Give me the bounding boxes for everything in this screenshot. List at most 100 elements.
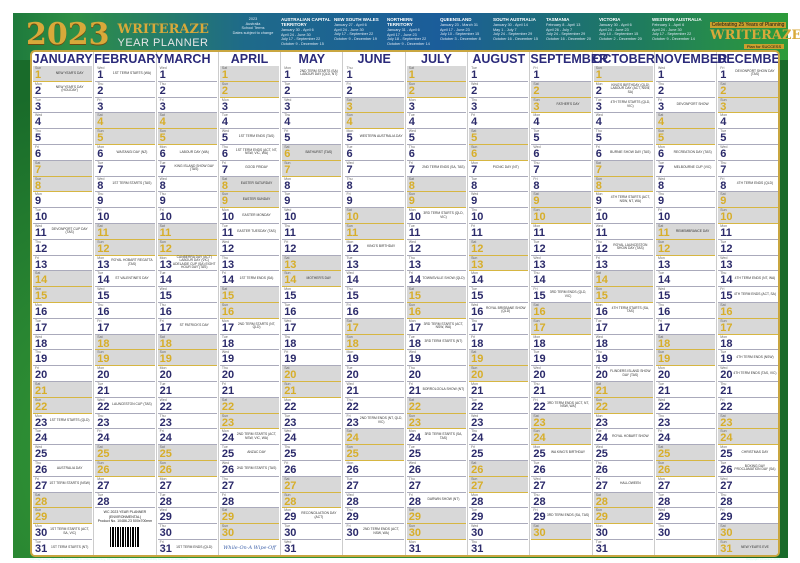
day-cell[interactable]: Sat 26	[469, 461, 529, 477]
day-cell[interactable]: Mon 17 3RD TERM STARTS (ACT, NSW, WA)	[406, 318, 467, 335]
day-cell[interactable]: Mon 4	[718, 113, 778, 130]
day-cell[interactable]: Wed 11	[593, 224, 653, 240]
day-cell[interactable]: Sun 30	[219, 524, 280, 540]
day-cell[interactable]: Tue 24	[33, 429, 93, 446]
day-cell[interactable]: Wed 4	[593, 113, 653, 130]
day-cell[interactable]: Fri 17 ST PATRICK'S DAY	[157, 318, 217, 335]
day-cell[interactable]: Wed 25	[593, 445, 653, 461]
day-cell[interactable]: Wed 5	[406, 129, 467, 145]
day-cell[interactable]: Fri 28 DARWIN SHOW (NT)	[406, 492, 467, 509]
day-cell[interactable]: Sun 5	[157, 129, 217, 145]
day-cell[interactable]: Sat 23	[718, 413, 778, 430]
day-cell[interactable]: Thu 3	[469, 97, 529, 114]
day-cell[interactable]: Thu 19	[33, 350, 93, 367]
day-cell[interactable]: Sun 22	[33, 397, 93, 414]
day-cell[interactable]: Tue 13	[344, 255, 404, 272]
day-cell[interactable]: Thu 14	[531, 271, 591, 288]
day-cell[interactable]: Thu 17	[469, 318, 529, 335]
day-cell[interactable]: Mon 24 2ND TERM STARTS (ACT, NSW, VIC, W…	[219, 429, 280, 446]
day-cell[interactable]: Mon 13 ROYAL HOBART REGATTA (TAS)	[95, 255, 155, 272]
day-cell[interactable]: Tue 23	[282, 413, 342, 430]
day-cell[interactable]: Thu 23	[95, 413, 155, 430]
day-cell[interactable]: Sat 18	[656, 334, 716, 351]
day-cell[interactable]: Thu 2	[157, 81, 217, 98]
day-cell[interactable]: Fri 10	[95, 208, 155, 224]
day-cell[interactable]: Wed 1	[656, 66, 716, 82]
day-cell[interactable]: Sat 16	[718, 303, 778, 319]
day-cell[interactable]: Sun 9	[406, 192, 467, 209]
day-cell[interactable]: Sun 26	[95, 461, 155, 477]
day-cell[interactable]: Thu 2	[95, 81, 155, 98]
day-cell[interactable]: Thu 21	[718, 382, 778, 398]
day-cell[interactable]: Tue 18 3RD TERM STARTS (NT)	[406, 334, 467, 351]
day-cell[interactable]: Tue 15	[469, 287, 529, 303]
day-cell[interactable]: Fri 10	[656, 208, 716, 224]
day-cell[interactable]: Mon 4	[531, 113, 591, 130]
day-cell[interactable]: Mon 10 EASTER MONDAY	[219, 208, 280, 224]
day-cell[interactable]: Sat 21	[593, 382, 653, 398]
day-cell[interactable]: Tue 31	[593, 540, 653, 555]
day-cell[interactable]: Wed 28	[344, 492, 404, 509]
day-cell[interactable]: Mon 27	[157, 476, 217, 493]
day-cell[interactable]: Fri 14 1ST TERM ENDS (SA)	[219, 271, 280, 288]
day-cell[interactable]: Wed 29	[157, 508, 217, 525]
day-cell[interactable]: Wed 15	[157, 287, 217, 303]
day-cell[interactable]: Fri 1 DEVONPORT SHOW DAY (TAS)	[718, 66, 778, 82]
day-cell[interactable]: Wed 18	[33, 334, 93, 351]
day-cell[interactable]: Sat 30	[718, 524, 778, 540]
day-cell[interactable]: Mon 25 WA KING'S BIRTHDAY	[531, 445, 591, 461]
day-cell[interactable]: Tue 10	[593, 208, 653, 224]
day-cell[interactable]: Thu 30	[157, 524, 217, 540]
day-cell[interactable]: Fri 10	[157, 208, 217, 224]
day-cell[interactable]: Mon 5 WESTERN AUSTRALIA DAY	[344, 129, 404, 145]
day-cell[interactable]: Wed 14	[344, 271, 404, 288]
day-cell[interactable]: Fri 22	[718, 397, 778, 414]
day-cell[interactable]: Wed 15	[656, 287, 716, 303]
day-cell[interactable]: Sun 26	[157, 461, 217, 477]
day-cell[interactable]: Fri 14 TOWNSVILLE SHOW (QLD)	[406, 271, 467, 288]
day-cell[interactable]: Wed 20	[531, 366, 591, 382]
day-cell[interactable]: Mon 29 RECONCILIATION DAY (ACT)	[282, 508, 342, 525]
day-cell[interactable]: Sat 9	[531, 192, 591, 209]
day-cell[interactable]: Mon 19	[344, 350, 404, 367]
day-cell[interactable]: Wed 23	[469, 413, 529, 430]
day-cell[interactable]: Fri 25	[469, 445, 529, 461]
day-cell[interactable]: Sun 14 MOTHER'S DAY	[282, 271, 342, 288]
day-cell[interactable]: Wed 27	[531, 476, 591, 493]
day-cell[interactable]: Fri 31 1ST TERM ENDS (QLD)	[157, 540, 217, 555]
day-cell[interactable]: Sat 19	[469, 350, 529, 367]
day-cell[interactable]: Thu 6 1ST TERM ENDS (ACT, NT, NSW, VIC, …	[219, 145, 280, 161]
day-cell[interactable]: Fri 9	[344, 192, 404, 209]
day-cell[interactable]: Sun 16	[219, 303, 280, 319]
day-cell[interactable]: Mon 12 KING'S BIRTHDAY	[344, 239, 404, 256]
day-cell[interactable]: Wed 3	[282, 97, 342, 114]
day-cell[interactable]: Thu 14 4TH TERM ENDS (NT, WA)	[718, 271, 778, 288]
day-cell[interactable]: Fri 15 4TH TERM ENDS (ACT, SA)	[718, 287, 778, 303]
day-cell[interactable]: Sun 10	[718, 208, 778, 224]
day-cell[interactable]: Fri 13	[33, 255, 93, 272]
day-cell[interactable]: Thu 1	[344, 66, 404, 82]
day-cell[interactable]: Sun 10	[531, 208, 591, 224]
day-cell[interactable]: Sat 6 BATHURST (TAS)	[282, 145, 342, 161]
day-cell[interactable]: Fri 21 BORROLOOLA SHOW (NT)	[406, 382, 467, 398]
day-cell[interactable]: Wed 20 4TH TERM ENDS (TAS, VIC)	[718, 366, 778, 382]
day-cell[interactable]: Tue 19 4TH TERM ENDS (NSW)	[718, 350, 778, 367]
day-cell[interactable]: Wed 12	[219, 239, 280, 256]
day-cell[interactable]: Sat 29	[219, 508, 280, 525]
day-cell[interactable]: Tue 22	[469, 397, 529, 414]
day-cell[interactable]: Sun 7	[282, 160, 342, 177]
day-cell[interactable]: Tue 14 ST VALENTINE'S DAY	[95, 271, 155, 288]
day-cell[interactable]: Sun 20	[469, 366, 529, 382]
day-cell[interactable]: Sat 18	[157, 334, 217, 351]
day-cell[interactable]: Wed 19	[219, 350, 280, 367]
day-cell[interactable]: Wed 12	[406, 239, 467, 256]
day-cell[interactable]: Thu 12	[33, 239, 93, 256]
day-cell[interactable]: Fri 6	[33, 145, 93, 161]
day-cell[interactable]: Sat 13	[282, 255, 342, 272]
day-cell[interactable]: Tue 12	[718, 239, 778, 256]
day-cell[interactable]: Sun 23	[219, 413, 280, 430]
day-cell[interactable]: Tue 4	[406, 113, 467, 130]
day-cell[interactable]: Thu 31	[469, 540, 529, 555]
day-cell[interactable]: Thu 8	[344, 176, 404, 193]
day-cell[interactable]: Sat 2	[718, 81, 778, 98]
